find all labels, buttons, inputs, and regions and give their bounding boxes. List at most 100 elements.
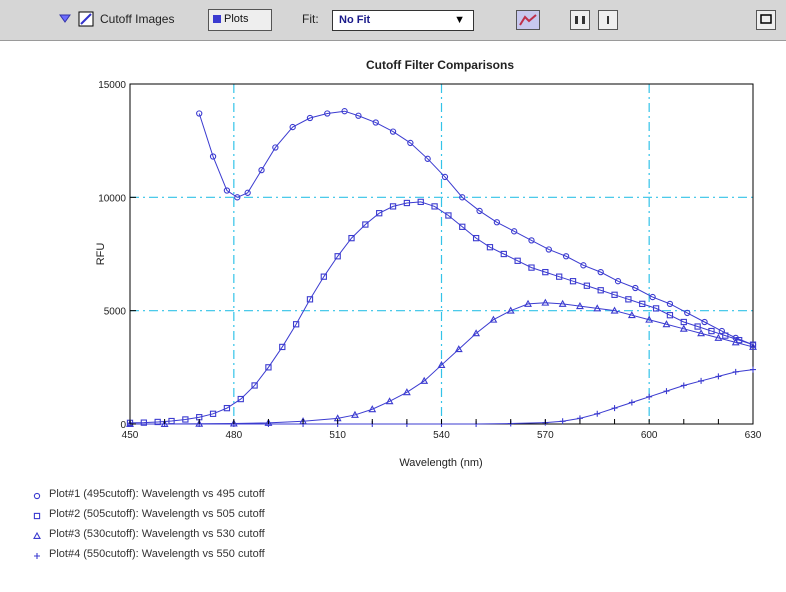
layout-button-1[interactable] bbox=[570, 10, 590, 30]
x-tick-label: 540 bbox=[433, 430, 450, 441]
toolbar: Cutoff Images Plots Fit: No Fit ▼ bbox=[0, 0, 786, 41]
chevron-down-icon: ▼ bbox=[454, 14, 465, 26]
data-point bbox=[389, 203, 397, 210]
data-point bbox=[244, 189, 251, 196]
x-tick-label: 570 bbox=[537, 430, 554, 441]
cutoff-checkbox[interactable] bbox=[78, 11, 94, 30]
data-point bbox=[441, 173, 449, 181]
data-point bbox=[209, 153, 217, 160]
data-point bbox=[407, 139, 414, 147]
legend-marker-shape bbox=[33, 531, 41, 539]
legend-marker bbox=[33, 512, 41, 520]
data-point bbox=[341, 108, 348, 115]
legend-marker bbox=[33, 492, 41, 500]
legend-marker bbox=[34, 553, 40, 559]
data-point bbox=[306, 114, 314, 122]
data-point bbox=[583, 282, 591, 289]
single-column-icon bbox=[607, 16, 609, 24]
graph-toggle-button[interactable] bbox=[516, 10, 540, 30]
plots-icon bbox=[213, 15, 221, 23]
data-point bbox=[545, 246, 552, 253]
data-point bbox=[708, 327, 715, 335]
data-point bbox=[697, 329, 706, 337]
data-point bbox=[237, 395, 244, 403]
layout-button-2[interactable] bbox=[598, 10, 618, 30]
y-tick-label: 0 bbox=[120, 420, 126, 431]
data-point bbox=[593, 304, 602, 312]
data-point bbox=[558, 299, 567, 307]
data-point bbox=[639, 300, 646, 308]
data-point bbox=[351, 410, 359, 418]
data-point bbox=[472, 329, 481, 337]
legend-marker-shape bbox=[33, 492, 41, 500]
data-point bbox=[472, 234, 480, 242]
data-point bbox=[459, 223, 466, 230]
data-point bbox=[506, 306, 515, 314]
data-point bbox=[627, 311, 636, 319]
window-zoom-button[interactable] bbox=[756, 10, 776, 30]
legend-label: Plot#2 (505cutoff): Wavelength vs 505 cu… bbox=[49, 508, 265, 520]
chart-title: Cutoff Filter Comparisons bbox=[366, 58, 514, 72]
data-point bbox=[493, 219, 501, 226]
data-point bbox=[376, 210, 383, 217]
chart: Cutoff Filter Comparisons 0 5000 10000 1500… bbox=[95, 58, 762, 469]
data-point bbox=[182, 416, 189, 423]
data-point bbox=[196, 110, 203, 117]
data-point bbox=[632, 284, 639, 292]
data-point bbox=[662, 320, 671, 328]
data-point bbox=[500, 250, 507, 258]
data-point bbox=[385, 397, 394, 405]
fit-select[interactable]: No Fit ▼ bbox=[332, 10, 474, 31]
data-point bbox=[666, 300, 674, 308]
x-tick-label: 600 bbox=[641, 430, 658, 441]
data-point bbox=[403, 199, 411, 207]
legend-label: Plot#1 (495cutoff): Wavelength vs 495 cu… bbox=[49, 488, 265, 500]
data-point bbox=[597, 287, 604, 294]
grid bbox=[130, 84, 753, 424]
data-point bbox=[292, 321, 300, 328]
disclosure-triangle-icon[interactable] bbox=[58, 11, 72, 28]
data-point bbox=[234, 194, 241, 201]
legend-label: Plot#4 (550cutoff): Wavelength vs 550 cu… bbox=[49, 548, 265, 560]
data-point bbox=[649, 293, 656, 301]
data-point bbox=[663, 388, 670, 395]
series-1 bbox=[196, 108, 757, 348]
data-point bbox=[372, 119, 379, 126]
data-point bbox=[625, 296, 632, 303]
data-point bbox=[223, 404, 231, 412]
data-point bbox=[362, 221, 369, 228]
data-point bbox=[580, 262, 587, 269]
data-point bbox=[272, 144, 279, 151]
data-point bbox=[652, 305, 660, 312]
series-line bbox=[198, 110, 754, 346]
data-point bbox=[722, 332, 729, 339]
data-point bbox=[594, 410, 601, 417]
x-tick-label: 630 bbox=[745, 430, 762, 441]
data-point bbox=[459, 194, 466, 201]
graph-icon bbox=[519, 14, 537, 26]
data-point bbox=[666, 312, 674, 319]
data-point bbox=[140, 419, 147, 426]
data-point bbox=[368, 405, 377, 413]
data-point bbox=[684, 309, 691, 317]
data-point bbox=[732, 368, 739, 375]
data-point bbox=[680, 382, 687, 389]
cutoff-label: Cutoff Images bbox=[100, 12, 175, 26]
series-2 bbox=[126, 198, 757, 427]
data-point bbox=[265, 364, 272, 371]
data-point bbox=[454, 345, 463, 353]
data-point bbox=[718, 327, 725, 335]
y-axis-label: RFU bbox=[95, 243, 107, 266]
fit-select-value: No Fit bbox=[339, 14, 371, 26]
data-point bbox=[424, 155, 431, 162]
plots-button[interactable]: Plots bbox=[208, 9, 272, 31]
data-point bbox=[324, 110, 331, 117]
x-axis-label: Wavelength (nm) bbox=[399, 457, 482, 469]
data-point bbox=[715, 373, 722, 380]
y-tick-label: 15000 bbox=[98, 80, 126, 91]
data-point bbox=[431, 203, 438, 210]
data-point bbox=[289, 123, 296, 131]
data-point bbox=[701, 318, 708, 326]
data-point bbox=[542, 268, 549, 276]
data-point bbox=[417, 198, 424, 206]
